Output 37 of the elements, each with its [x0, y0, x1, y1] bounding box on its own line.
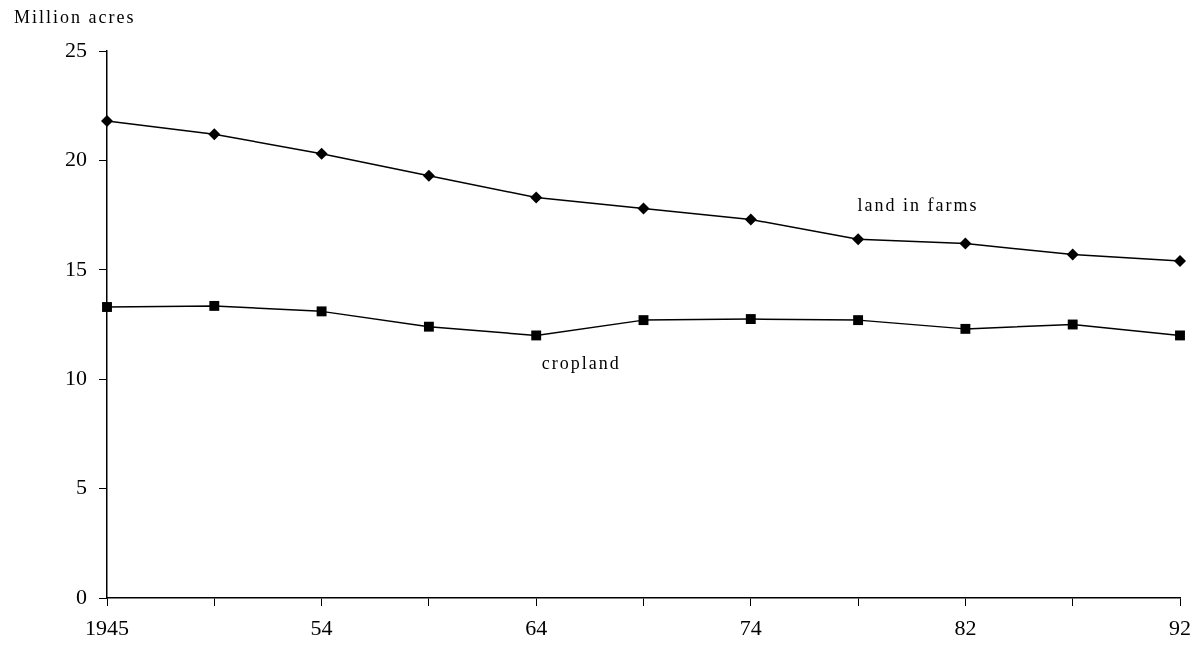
point: [530, 191, 543, 204]
point: [422, 169, 435, 182]
point: [1067, 319, 1078, 330]
x-tick-label: 74: [739, 614, 762, 640]
point: [531, 330, 542, 341]
point: [960, 323, 971, 334]
y-tick-label: 25: [65, 36, 87, 62]
point: [209, 300, 220, 311]
point: [101, 115, 113, 128]
y-tick-label: 15: [65, 255, 87, 281]
point: [745, 314, 756, 324]
point: [638, 315, 649, 326]
point: [853, 315, 864, 326]
point: [637, 202, 650, 215]
y-tick-label: 20: [65, 146, 87, 172]
x-tick-label: 1945: [85, 614, 129, 640]
point: [1174, 255, 1186, 268]
point: [1066, 248, 1079, 261]
x-tick-label: 82: [954, 614, 977, 640]
series-label: land in farms: [857, 194, 979, 215]
y-tick-label: 0: [76, 583, 87, 609]
x-tick-label: 64: [525, 614, 548, 640]
series-label: cropland: [541, 353, 621, 374]
point: [316, 306, 327, 317]
y-tick-label: 5: [76, 474, 87, 500]
y-axis-title: Million acres: [14, 6, 136, 27]
point: [315, 147, 328, 160]
point: [959, 237, 972, 250]
point: [744, 213, 757, 226]
point: [852, 233, 865, 246]
x-tick-label: 54: [310, 614, 333, 640]
point: [1175, 330, 1185, 341]
point: [423, 321, 434, 332]
point: [102, 302, 112, 312]
y-tick-label: 10: [65, 364, 87, 390]
point: [208, 128, 221, 141]
x-tick-label: 92: [1169, 614, 1191, 640]
